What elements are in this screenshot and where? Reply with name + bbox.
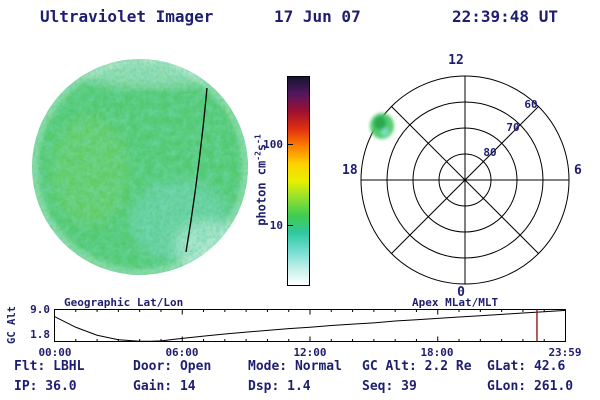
polar-grid [360, 75, 570, 285]
gcalt-title-left: Geographic Lat/Lon [64, 296, 184, 309]
status-seq: Seq: 39 [362, 379, 417, 394]
colorbar-tickmark-10 [288, 225, 293, 226]
colorbar-tick-10: 10 [269, 219, 283, 232]
disk-image-area [32, 59, 248, 275]
colorbar-tick-100: 100 [263, 138, 283, 151]
time-label: 22:39:48 UT [452, 7, 558, 26]
aurora-blob [370, 113, 394, 139]
gcalt-ytick-bottom: 1.8 [30, 328, 50, 341]
colorbar [287, 76, 310, 286]
gcalt-xtick-1200: 12:00 [293, 346, 327, 359]
mlt-18-label: 18 [342, 163, 358, 178]
status-door: Door: Open [133, 359, 212, 374]
gcalt-ytick-top: 9.0 [30, 303, 50, 316]
disk-noise-green [32, 59, 248, 275]
status-filter: Flt: LBHL [14, 359, 85, 374]
gcalt-title-right: Apex MLat/MLT [412, 296, 499, 309]
mlat-60-label: 60 [524, 98, 537, 111]
mlt-6-label: 6 [574, 163, 582, 178]
app-title: Ultraviolet Imager [40, 7, 214, 26]
uv-earth-disk [32, 59, 248, 275]
date-label: 17 Jun 07 [274, 7, 361, 26]
colorbar-tickmark-100 [288, 144, 293, 145]
gcalt-ylabel: GC Alt [6, 306, 18, 344]
gc-alt-curve [54, 309, 566, 342]
gcalt-xtick-2359: 23:59 [548, 346, 582, 359]
gcalt-xtick-0000: 00:00 [38, 346, 72, 359]
colorbar-label-main: photon cm [254, 160, 269, 226]
status-glat: GLat: 42.6 [487, 359, 566, 374]
mlat-80-label: 80 [483, 146, 496, 159]
status-dsp: Dsp: 1.4 [248, 379, 311, 394]
gcalt-xtick-1800: 18:00 [420, 346, 454, 359]
mlt-12-label: 12 [448, 53, 464, 68]
gcalt-xtick-0600: 06:00 [165, 346, 199, 359]
status-gain: Gain: 14 [133, 379, 196, 394]
mlat-70-label: 70 [506, 121, 519, 134]
polar-plot: 12 18 6 0 60 70 80 [342, 53, 582, 300]
mlt-0-label: 0 [457, 285, 465, 300]
gc-alt-plot [54, 309, 566, 342]
status-ip: IP: 36.0 [14, 379, 77, 394]
status-mode: Mode: Normal [248, 359, 342, 374]
status-glon: GLon: 261.0 [487, 379, 574, 394]
terminator-line [185, 87, 208, 253]
status-gc-alt: GC Alt: 2.2 Re [362, 359, 472, 374]
colorbar-label-sup1: -2 [253, 151, 263, 161]
colorbar-gradient [288, 77, 309, 285]
